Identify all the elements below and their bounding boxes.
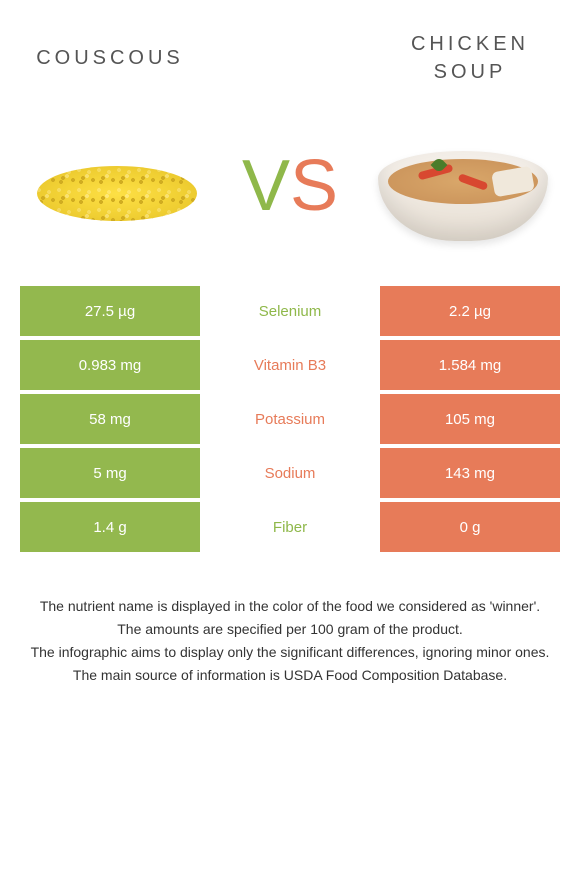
value-right: 105 mg — [380, 394, 560, 444]
nutrient-name: Vitamin B3 — [200, 340, 380, 390]
value-right: 2.2 µg — [380, 286, 560, 336]
value-left: 27.5 µg — [20, 286, 200, 336]
value-right: 143 mg — [380, 448, 560, 498]
nutrient-name: Selenium — [200, 286, 380, 336]
value-right: 0 g — [380, 502, 560, 552]
table-row: 0.983 mgVitamin B31.584 mg — [20, 340, 560, 390]
nutrient-name: Sodium — [200, 448, 380, 498]
footer-line: The infographic aims to display only the… — [20, 642, 560, 663]
vs-label: V S — [242, 145, 338, 227]
vs-v: V — [242, 145, 290, 227]
table-row: 58 mgPotassium105 mg — [20, 394, 560, 444]
title-right: Chicken soup — [380, 30, 560, 86]
footer-notes: The nutrient name is displayed in the co… — [0, 566, 580, 718]
value-left: 58 mg — [20, 394, 200, 444]
table-row: 1.4 gFiber0 g — [20, 502, 560, 552]
footer-line: The nutrient name is displayed in the co… — [20, 596, 560, 617]
value-left: 5 mg — [20, 448, 200, 498]
header: Couscous Chicken soup — [0, 0, 580, 96]
couscous-icon — [37, 151, 197, 221]
nutrient-name: Potassium — [200, 394, 380, 444]
nutrient-name: Fiber — [200, 502, 380, 552]
value-right: 1.584 mg — [380, 340, 560, 390]
nutrient-table: 27.5 µgSelenium2.2 µg0.983 mgVitamin B31… — [0, 256, 580, 566]
title-left: Couscous — [20, 44, 200, 72]
value-left: 0.983 mg — [20, 340, 200, 390]
table-row: 5 mgSodium143 mg — [20, 448, 560, 498]
footer-line: The amounts are specified per 100 gram o… — [20, 619, 560, 640]
images-row: V S — [0, 96, 580, 256]
soup-icon — [378, 131, 548, 241]
footer-line: The main source of information is USDA F… — [20, 665, 560, 686]
food-image-left — [27, 126, 207, 246]
vs-s: S — [290, 145, 338, 227]
table-row: 27.5 µgSelenium2.2 µg — [20, 286, 560, 336]
value-left: 1.4 g — [20, 502, 200, 552]
food-image-right — [373, 126, 553, 246]
